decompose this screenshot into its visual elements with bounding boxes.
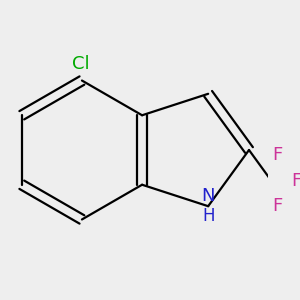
Text: Cl: Cl: [72, 55, 89, 73]
Text: F: F: [291, 172, 300, 190]
Text: F: F: [272, 146, 283, 164]
Text: F: F: [272, 197, 283, 215]
Text: H: H: [202, 208, 214, 226]
Text: N: N: [201, 187, 215, 205]
